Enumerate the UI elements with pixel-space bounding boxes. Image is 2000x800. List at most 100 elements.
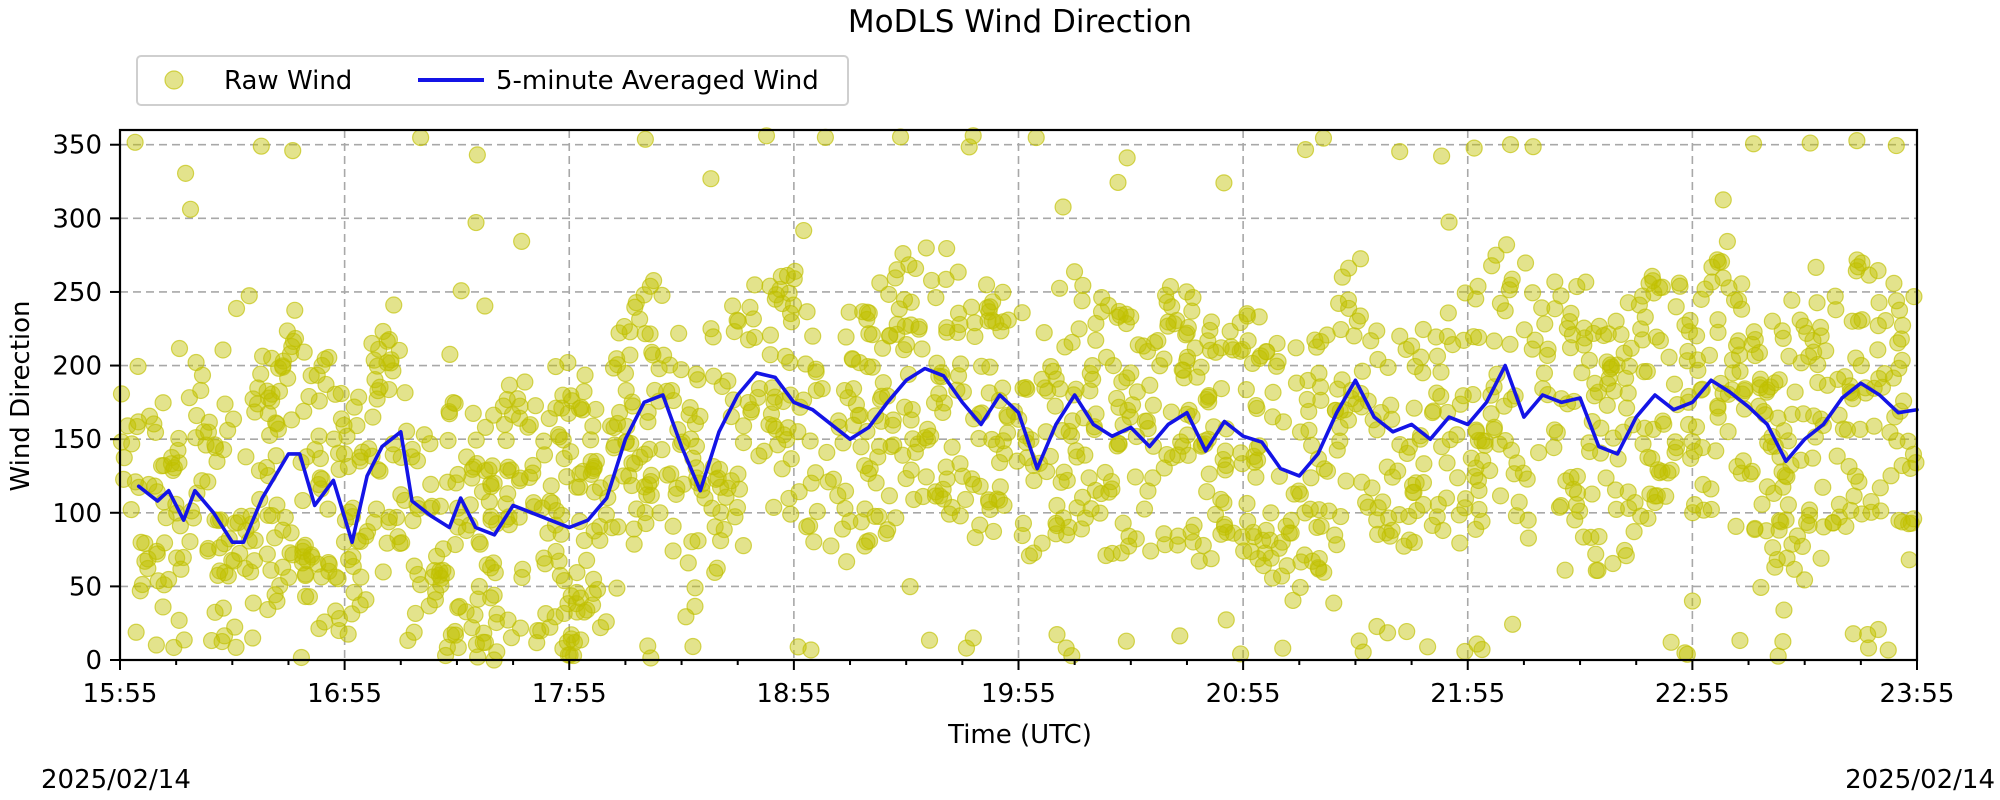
raw-wind-point [1451, 395, 1469, 413]
raw-wind-point [1712, 253, 1731, 271]
raw-wind-point [1870, 293, 1888, 312]
raw-wind-point [1237, 381, 1255, 399]
raw-wind-point [326, 385, 344, 403]
raw-wind-point [1845, 487, 1863, 505]
raw-wind-point [308, 366, 326, 384]
raw-wind-point [1700, 346, 1719, 364]
raw-wind-point [1645, 284, 1663, 302]
raw-wind-point [1290, 482, 1308, 500]
raw-wind-point [1440, 213, 1458, 231]
raw-wind-point [1315, 460, 1333, 478]
raw-wind-point [874, 374, 892, 392]
legend-box [136, 55, 849, 106]
raw-wind-point [1159, 317, 1177, 335]
raw-wind-point [990, 453, 1009, 472]
raw-wind-point [252, 365, 270, 383]
raw-wind-point [1249, 550, 1267, 568]
raw-wind-point [972, 357, 991, 375]
raw-wind-point [1689, 361, 1707, 379]
raw-wind-point [1783, 405, 1801, 423]
raw-wind-point [399, 631, 417, 649]
raw-wind-point [722, 472, 740, 490]
raw-wind-point [1179, 446, 1197, 464]
raw-wind-point [1433, 438, 1451, 456]
raw-wind-point [664, 542, 682, 560]
raw-wind-point [263, 349, 281, 368]
raw-wind-point [558, 468, 576, 486]
raw-wind-point [1757, 522, 1775, 540]
raw-wind-point [335, 416, 353, 435]
raw-wind-point [537, 605, 555, 623]
raw-wind-point [887, 509, 905, 527]
raw-wind-point [1186, 339, 1204, 357]
raw-wind-point [1233, 528, 1251, 546]
raw-wind-point [378, 534, 396, 552]
raw-wind-point [1779, 496, 1797, 514]
raw-wind-point [1539, 340, 1557, 358]
raw-wind-point [1619, 483, 1637, 501]
raw-wind-point [266, 586, 284, 604]
date-left: 2025/02/14 [41, 765, 191, 795]
raw-wind-point [1589, 383, 1607, 401]
raw-wind-point [365, 513, 383, 532]
raw-wind-point [320, 348, 338, 367]
raw-wind-point [112, 433, 131, 451]
raw-wind-point [1067, 442, 1085, 460]
raw-wind-point [807, 360, 825, 378]
raw-wind-point [409, 565, 427, 584]
raw-wind-point [1770, 371, 1788, 389]
raw-wind-point [917, 239, 935, 257]
raw-wind-point [1429, 495, 1447, 514]
raw-wind-point [1402, 337, 1421, 355]
raw-wind-point [702, 170, 720, 188]
raw-wind-point [1552, 287, 1570, 305]
raw-wind-point [804, 327, 822, 345]
raw-wind-point [636, 130, 654, 148]
raw-wind-point [126, 133, 144, 151]
raw-wind-point [312, 568, 331, 586]
raw-wind-point [1118, 369, 1136, 387]
raw-wind-point [332, 384, 350, 403]
raw-wind-point [980, 384, 998, 402]
raw-wind-point [670, 324, 688, 342]
raw-wind-point [1013, 526, 1031, 545]
raw-wind-point [1117, 632, 1135, 650]
raw-wind-point [547, 502, 565, 520]
raw-wind-point [450, 597, 469, 616]
raw-wind-point [404, 512, 422, 530]
raw-wind-point [1215, 174, 1233, 192]
raw-wind-point [1412, 348, 1430, 366]
raw-wind-point [242, 563, 260, 581]
raw-wind-point [502, 629, 521, 647]
raw-wind-point [1683, 592, 1702, 610]
raw-wind-point [426, 591, 445, 609]
raw-wind-point [795, 221, 813, 240]
raw-wind-point [175, 631, 193, 649]
raw-wind-point [689, 532, 707, 550]
raw-wind-point [1287, 339, 1305, 357]
raw-wind-point [295, 343, 313, 361]
raw-wind-point [378, 332, 396, 350]
raw-wind-point [765, 393, 783, 411]
raw-wind-point [677, 608, 695, 626]
raw-wind-point [1505, 465, 1523, 483]
raw-wind-point [112, 385, 131, 403]
raw-wind-point [335, 445, 354, 463]
raw-wind-point [226, 514, 244, 532]
raw-wind-point [902, 461, 920, 479]
raw-wind-point [801, 432, 819, 450]
raw-wind-point [1632, 320, 1650, 338]
raw-wind-point [1239, 332, 1257, 350]
raw-wind-point [339, 625, 357, 643]
raw-wind-point [1847, 349, 1865, 367]
raw-wind-point [1731, 362, 1749, 380]
legend-raw-wind-marker [164, 70, 184, 90]
raw-wind-point [1414, 495, 1432, 514]
raw-wind-point [1827, 301, 1845, 319]
raw-wind-point [1765, 484, 1783, 502]
raw-wind-point [1905, 287, 1923, 306]
raw-wind-point [1556, 561, 1574, 579]
y-tick-label-2: 100 [52, 499, 102, 529]
raw-wind-point [1743, 462, 1761, 480]
raw-wind-point [1538, 346, 1557, 365]
